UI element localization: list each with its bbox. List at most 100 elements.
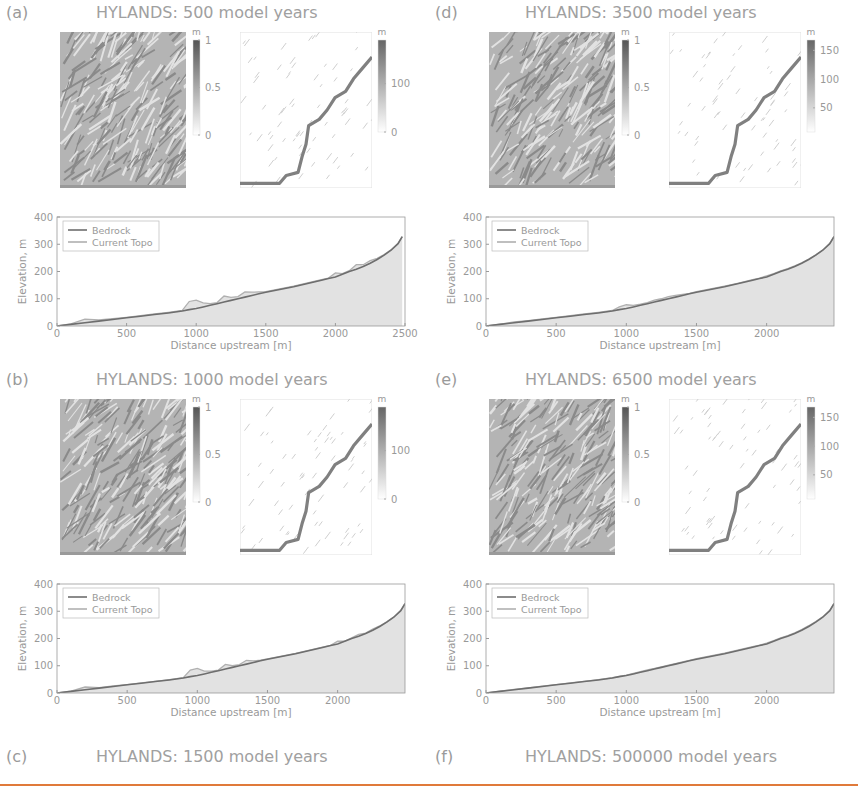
map-texture [761, 402, 766, 409]
map-texture [123, 167, 127, 176]
colorbar-tick-label: 0 [391, 127, 397, 138]
map-texture [181, 415, 186, 435]
map-texture [148, 400, 153, 415]
map-texture [351, 153, 354, 157]
map-texture [315, 540, 320, 547]
colorbar-tick [198, 135, 200, 136]
map-texture [597, 500, 615, 516]
map-texture [111, 418, 117, 434]
map-texture [152, 434, 173, 450]
x-tick [337, 690, 338, 693]
map-texture [139, 98, 159, 110]
colorbar-tick-label: 1 [634, 402, 640, 413]
map-texture [771, 100, 775, 105]
map-texture [150, 82, 163, 91]
map-texture [77, 136, 84, 145]
map-texture [333, 64, 338, 70]
map-texture [801, 161, 802, 165]
map-texture [792, 534, 794, 537]
map-texture [125, 433, 128, 443]
colorbar-tick [384, 132, 386, 133]
colorbar-tick-label: 0 [634, 130, 640, 141]
map-texture [300, 474, 304, 480]
x-tick [265, 323, 266, 326]
map-texture [139, 513, 160, 533]
map-texture [312, 35, 315, 39]
map-texture [334, 77, 337, 81]
x-tick-label: 1500 [684, 328, 709, 339]
page-edge [0, 784, 858, 786]
map-texture [258, 481, 263, 488]
panel-letter: (f) [435, 747, 453, 766]
map-texture [348, 399, 353, 402]
map-texture [517, 32, 525, 33]
colorbar-tick-label: 0 [391, 494, 397, 505]
map-texture [71, 169, 90, 180]
map-texture [785, 109, 787, 112]
map-texture [673, 415, 677, 421]
map-texture [165, 178, 171, 184]
map-texture [767, 168, 770, 172]
map-texture [127, 155, 137, 168]
map-texture [103, 523, 112, 539]
map-texture [707, 488, 710, 492]
map-texture [100, 519, 108, 527]
map-texture [266, 433, 268, 436]
map-texture [696, 399, 700, 402]
map-texture [492, 38, 504, 47]
map-texture [568, 468, 574, 483]
map-texture [344, 533, 349, 539]
map-texture [143, 399, 155, 407]
map-texture [545, 57, 553, 71]
map-texture [350, 68, 352, 71]
map-texture [534, 32, 542, 40]
y-tick [57, 665, 60, 666]
map-texture [166, 126, 170, 135]
map-texture [269, 160, 274, 166]
map-texture [173, 454, 186, 469]
map-texture [158, 516, 168, 526]
map-texture [583, 431, 591, 445]
x-tick-label: 1500 [255, 695, 280, 706]
map-texture [720, 530, 723, 534]
map-texture [740, 463, 744, 468]
map-texture [349, 464, 354, 471]
colorbar-tick [627, 454, 629, 455]
map-texture [789, 410, 791, 413]
map-texture [186, 482, 187, 508]
map-texture [355, 47, 357, 50]
x-tick-label: 1000 [183, 328, 208, 339]
map-texture [65, 91, 77, 101]
map-texture [797, 486, 800, 490]
map-texture [358, 523, 360, 526]
map-texture [798, 461, 801, 468]
map-texture [327, 432, 330, 436]
map-texture [327, 153, 332, 160]
map-texture [117, 32, 135, 55]
map-texture [124, 60, 136, 83]
map-texture [249, 499, 254, 506]
map-texture [596, 511, 612, 524]
map-texture [254, 57, 256, 60]
map-texture [596, 449, 604, 465]
colorbar-tick-label: 0.5 [205, 449, 221, 460]
map-texture [612, 473, 615, 484]
map-ground [60, 32, 186, 188]
map-texture [134, 71, 149, 92]
map-texture [520, 399, 535, 417]
map-texture [352, 533, 355, 537]
map-texture [90, 64, 100, 79]
map-texture [743, 168, 745, 171]
map-texture [61, 81, 69, 107]
colorbar-tick-label: 50 [820, 102, 833, 113]
map-texture [95, 435, 97, 443]
map-texture [101, 488, 112, 501]
y-tick-label: 0 [47, 321, 53, 332]
y-tick-label: 0 [476, 321, 482, 332]
map-texture [761, 152, 764, 156]
colorbar-tick [813, 50, 815, 51]
map-texture [109, 32, 122, 34]
map-texture [90, 32, 98, 44]
map-texture [109, 514, 125, 524]
map-texture [581, 445, 586, 460]
